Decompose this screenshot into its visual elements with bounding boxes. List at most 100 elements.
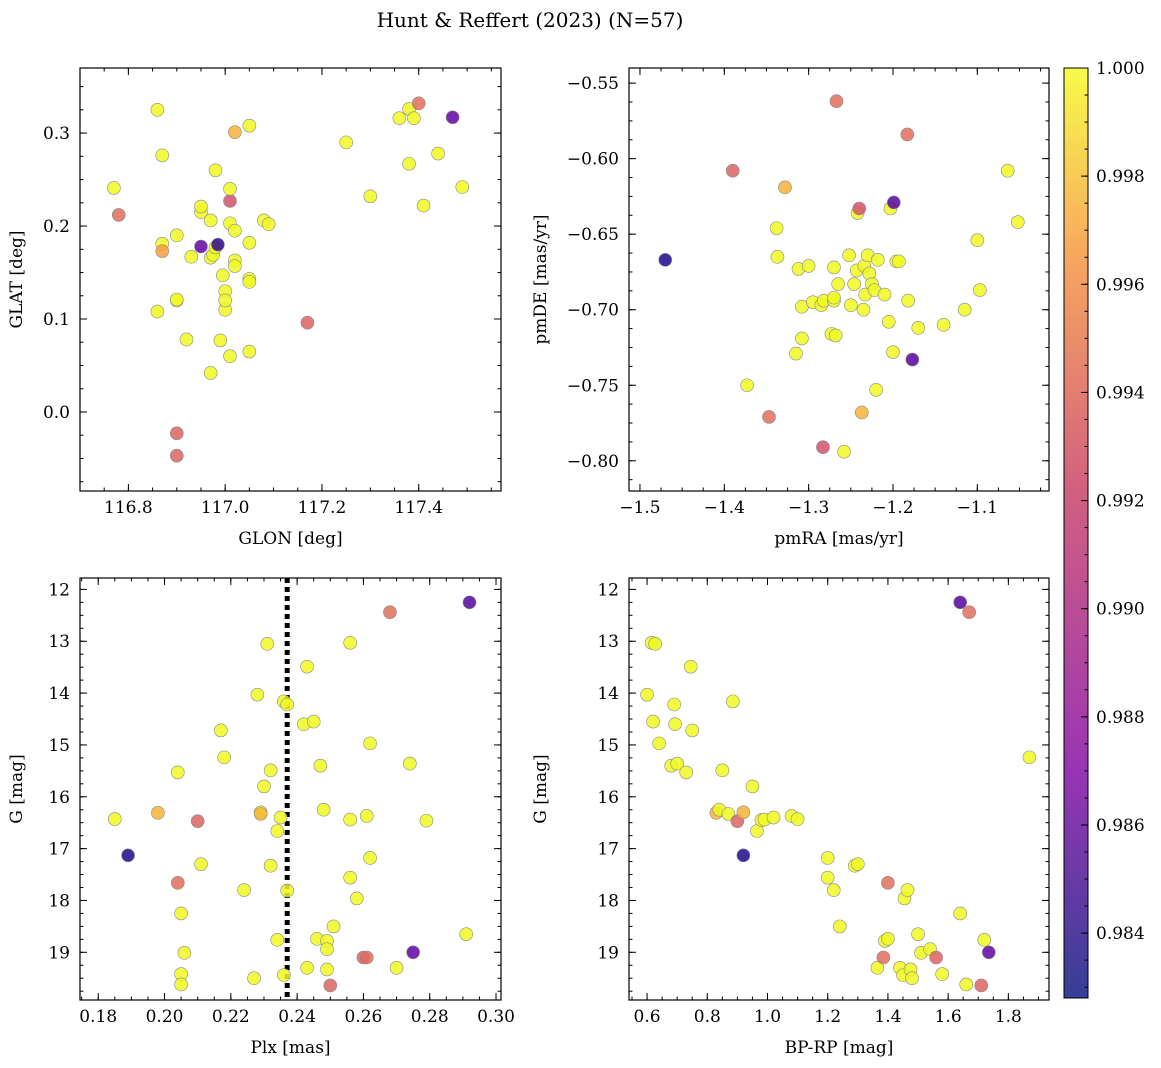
data-point bbox=[150, 103, 165, 117]
data-point bbox=[762, 410, 776, 424]
data-point bbox=[881, 876, 895, 890]
data-point bbox=[343, 870, 357, 885]
data-point bbox=[905, 352, 920, 367]
data-point bbox=[837, 444, 851, 459]
y-tick-label: 19 bbox=[48, 943, 70, 963]
x-axis-label: BP-RP [mag] bbox=[785, 1038, 894, 1058]
x-tick-label: 116.8 bbox=[104, 498, 153, 518]
data-point bbox=[203, 213, 218, 228]
data-point bbox=[326, 919, 341, 934]
data-point bbox=[383, 605, 397, 620]
data-point bbox=[343, 636, 357, 650]
x-axis-label: GLON [deg] bbox=[238, 529, 342, 549]
data-point bbox=[300, 961, 314, 975]
data-point bbox=[194, 239, 208, 254]
data-point bbox=[223, 182, 237, 196]
data-point bbox=[736, 805, 751, 820]
data-point bbox=[679, 765, 694, 780]
panel-plx-g: 0.18 0.20 0.22 0.24 0.26 0.28 0.30 12 13 14 15 16 17… bbox=[7, 577, 515, 1058]
y-tick-label: 16 bbox=[597, 788, 619, 808]
data-point bbox=[646, 714, 660, 729]
data-point bbox=[253, 807, 268, 821]
data-point bbox=[277, 968, 291, 982]
data-point bbox=[257, 779, 271, 794]
y-axis-label: GLAT [deg] bbox=[7, 230, 27, 328]
data-point bbox=[778, 180, 792, 195]
data-point bbox=[411, 96, 426, 111]
x-tick-label: 1.0 bbox=[754, 1007, 781, 1027]
data-point bbox=[228, 223, 242, 238]
y-tick-label: 0.0 bbox=[43, 403, 70, 423]
y-axis-label: G [mag] bbox=[7, 754, 27, 823]
x-tick-label: 1.6 bbox=[935, 1007, 962, 1027]
data-point bbox=[929, 950, 943, 965]
data-point bbox=[670, 756, 684, 771]
data-point bbox=[827, 290, 841, 305]
y-tick-label: 15 bbox=[597, 736, 619, 756]
colorbar-gradient bbox=[1063, 67, 1089, 999]
x-tick-label: 0.24 bbox=[278, 1007, 316, 1027]
data-point bbox=[419, 813, 434, 828]
data-point bbox=[323, 978, 338, 993]
data-point bbox=[725, 163, 740, 178]
data-point bbox=[854, 405, 869, 420]
y-tick-label: 0.3 bbox=[43, 124, 70, 144]
data-point bbox=[111, 208, 126, 222]
axes-frame bbox=[79, 577, 502, 1001]
data-point bbox=[214, 723, 228, 738]
x-tick-label: −1.1 bbox=[957, 498, 998, 518]
data-point bbox=[261, 217, 276, 231]
data-point bbox=[237, 883, 251, 897]
data-point bbox=[108, 812, 122, 826]
y-tick-label: −0.75 bbox=[567, 376, 619, 396]
data-point bbox=[970, 233, 985, 248]
data-point bbox=[959, 977, 974, 992]
data-point bbox=[870, 961, 885, 975]
data-point bbox=[194, 857, 208, 871]
data-point bbox=[459, 927, 473, 941]
y-tick-label: −0.70 bbox=[567, 301, 619, 321]
data-point bbox=[273, 810, 288, 825]
data-point bbox=[820, 870, 835, 885]
data-point bbox=[856, 302, 871, 317]
data-point bbox=[1000, 163, 1015, 178]
y-tick-label: 14 bbox=[48, 684, 70, 704]
data-point bbox=[190, 814, 205, 828]
data-point bbox=[820, 851, 835, 865]
axes-frame bbox=[628, 577, 1050, 1001]
data-point bbox=[1010, 215, 1025, 229]
data-point bbox=[228, 259, 242, 273]
data-point bbox=[826, 883, 841, 897]
data-point bbox=[169, 228, 184, 243]
x-tick-label: 117.4 bbox=[394, 498, 443, 518]
y-tick-label: 12 bbox=[597, 580, 619, 600]
data-point bbox=[852, 201, 867, 216]
data-point bbox=[766, 810, 781, 825]
data-point bbox=[107, 181, 121, 195]
data-point bbox=[832, 919, 847, 934]
data-point bbox=[877, 287, 892, 302]
x-axis-label: Plx [mas] bbox=[250, 1038, 330, 1058]
data-point bbox=[685, 723, 700, 738]
y-tick-label: 0.1 bbox=[43, 310, 70, 330]
y-axis-label: G [mag] bbox=[531, 754, 551, 823]
data-point bbox=[745, 779, 760, 794]
data-point bbox=[648, 637, 662, 651]
data-point bbox=[847, 277, 861, 291]
data-point bbox=[223, 194, 237, 208]
data-point bbox=[179, 332, 194, 347]
data-point bbox=[169, 292, 184, 307]
data-point bbox=[881, 314, 896, 329]
data-point bbox=[668, 717, 682, 731]
data-point bbox=[869, 382, 883, 397]
data-point bbox=[247, 971, 261, 986]
data-point bbox=[770, 250, 785, 264]
x-tick-label: 1.8 bbox=[995, 1007, 1022, 1027]
data-point bbox=[349, 891, 364, 906]
data-point bbox=[339, 135, 353, 150]
data-point bbox=[313, 758, 328, 773]
y-tick-label: 12 bbox=[48, 580, 70, 600]
data-point bbox=[260, 637, 275, 651]
data-point bbox=[300, 315, 315, 330]
colorbar-tick-label: 0.988 bbox=[1096, 708, 1145, 728]
